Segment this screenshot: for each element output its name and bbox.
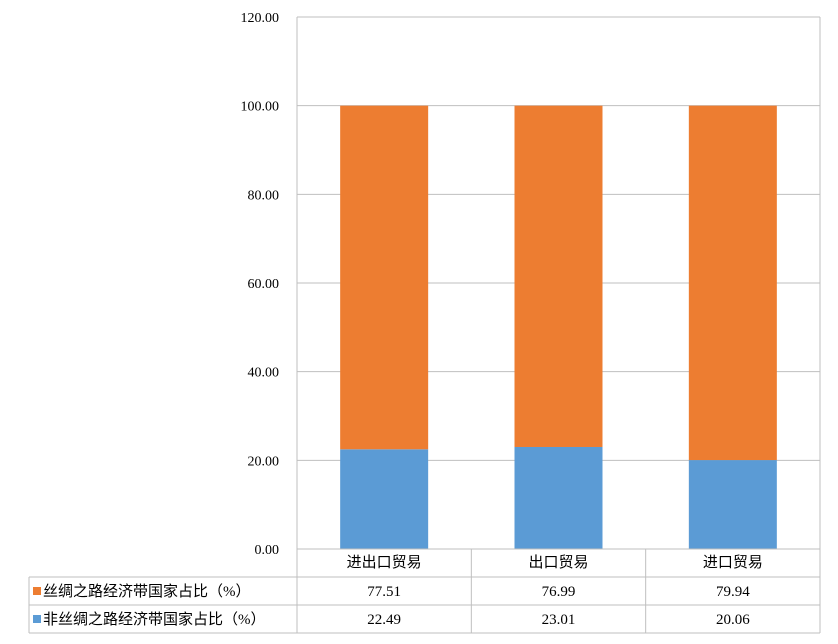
data-table-value: 76.99 bbox=[542, 584, 576, 600]
data-table-value: 79.94 bbox=[716, 584, 750, 600]
bar-non-silk-road-segment bbox=[340, 449, 429, 549]
y-tick-label: 20.00 bbox=[248, 454, 280, 469]
legend-label: 丝绸之路经济带国家占比（%） bbox=[43, 583, 251, 600]
bar-silk-road-segment bbox=[514, 105, 603, 447]
bar-silk-road-segment bbox=[688, 105, 777, 461]
data-table-value: 23.01 bbox=[542, 612, 576, 628]
legend-swatch bbox=[33, 615, 41, 623]
legend-label: 非丝绸之路经济带国家占比（%） bbox=[43, 611, 266, 628]
y-tick-label: 60.00 bbox=[248, 277, 280, 292]
y-tick-label: 120.00 bbox=[241, 11, 280, 26]
x-category-label: 进口贸易 bbox=[703, 554, 763, 571]
bar-non-silk-road-segment bbox=[514, 446, 603, 549]
bar-silk-road-segment bbox=[340, 105, 429, 450]
y-tick-label: 80.00 bbox=[248, 188, 280, 203]
data-table-value: 22.49 bbox=[367, 612, 401, 628]
y-tick-label: 40.00 bbox=[248, 366, 280, 381]
x-category-label: 进出口贸易 bbox=[347, 554, 422, 571]
y-tick-label: 100.00 bbox=[241, 100, 280, 115]
bar-non-silk-road-segment bbox=[688, 460, 777, 549]
y-tick-label: 0.00 bbox=[255, 543, 280, 558]
legend-swatch bbox=[33, 587, 41, 595]
data-table-value: 77.51 bbox=[367, 584, 401, 600]
data-table-value: 20.06 bbox=[716, 612, 750, 628]
x-category-label: 出口贸易 bbox=[528, 554, 588, 571]
